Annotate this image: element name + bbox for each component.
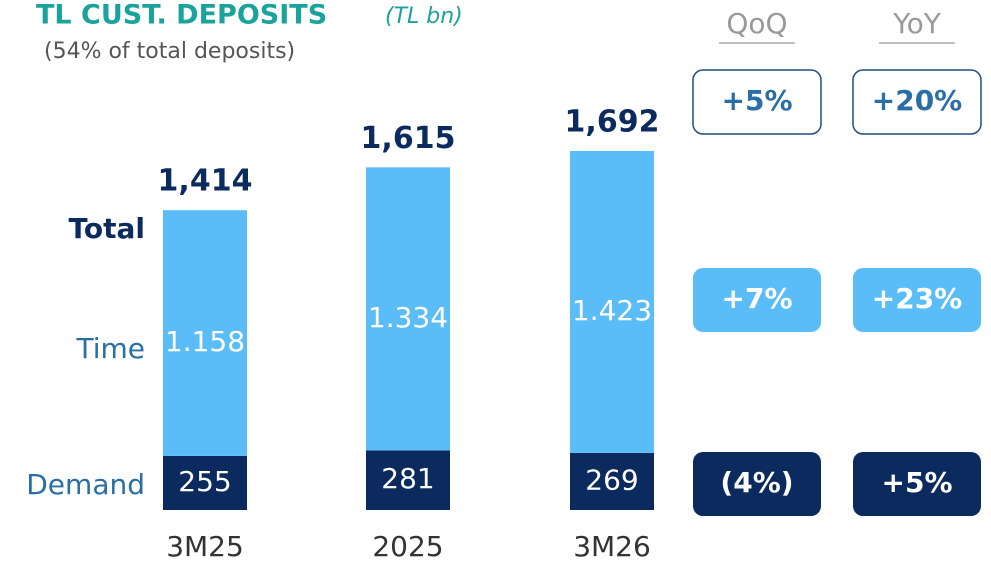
value-label: 1.158: [165, 325, 245, 358]
growth-box: [853, 452, 981, 516]
growth-box: [693, 452, 821, 516]
growth-box: [693, 268, 821, 332]
growth-box: [853, 268, 981, 332]
x-tick-label: 3M25: [166, 530, 244, 563]
bar-segment: [163, 455, 247, 510]
column-header: YoY: [892, 7, 942, 40]
growth-value: (4%): [720, 466, 793, 499]
growth-box: [692, 69, 822, 135]
bar-segment: [366, 167, 450, 451]
x-tick-label: 3M26: [573, 530, 651, 563]
series-label: Demand: [26, 468, 145, 501]
subtitle: (54% of total deposits): [44, 39, 295, 64]
chart-title: TL CUST. DEPOSITS: [36, 0, 327, 31]
column-header: QoQ: [726, 7, 787, 40]
value-label: 1.423: [572, 294, 652, 327]
growth-value: +5%: [882, 466, 953, 499]
growth-value: +7%: [722, 282, 793, 315]
total-value: 1,692: [565, 105, 660, 140]
value-label: 281: [381, 462, 434, 495]
total-label: Total: [69, 212, 146, 245]
value-label: 269: [585, 463, 638, 496]
growth-box: [852, 69, 982, 135]
bar-segment: [163, 210, 247, 456]
bar-segment: [570, 151, 654, 453]
total-value: 1,615: [361, 121, 456, 156]
total-value: 1,414: [158, 164, 253, 199]
title-unit: (TL bn): [385, 4, 463, 29]
growth-value: +5%: [722, 84, 793, 117]
growth-value: +23%: [872, 282, 962, 315]
x-tick-label: 2025: [372, 530, 443, 563]
growth-value: +20%: [872, 84, 962, 117]
bar-segment: [570, 452, 654, 510]
series-label: Time: [75, 332, 145, 365]
value-label: 255: [178, 465, 231, 498]
bar-segment: [366, 450, 450, 510]
value-label: 1.334: [368, 301, 448, 334]
